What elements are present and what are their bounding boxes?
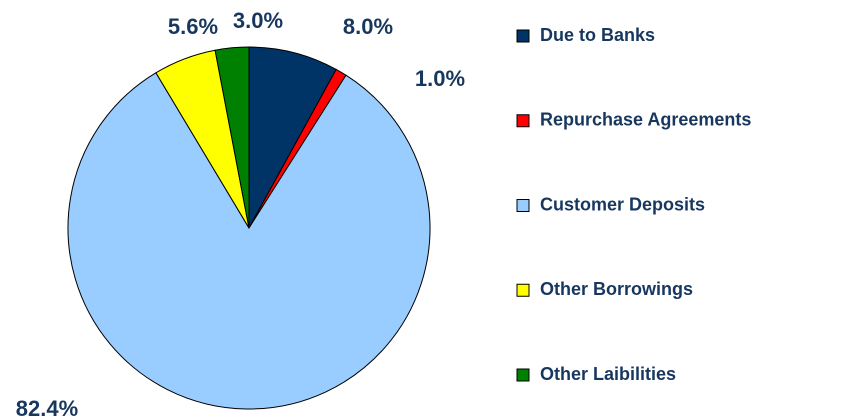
legend-swatch [516,29,530,43]
slice-label: 5.6% [168,14,218,39]
slice-label: 3.0% [233,8,283,33]
legend-label: Other Laibilities [540,364,676,384]
legend-swatch [516,114,530,128]
pie-slice [67,72,431,410]
pie-slice [248,46,337,229]
legend-swatch [516,199,530,212]
legend-label: Due to Banks [540,25,655,45]
slice-label: 1.0% [415,66,465,91]
legend-label: Customer Deposits [540,194,705,214]
legend-swatch [516,283,530,297]
pie-slice [214,46,250,229]
legend-label: Other Borrowings [540,279,693,299]
slice-label: 82.4% [16,396,78,419]
legend-label: Repurchase Agreements [540,110,751,130]
legend-swatch [516,368,530,382]
slice-label: 8.0% [343,14,393,39]
